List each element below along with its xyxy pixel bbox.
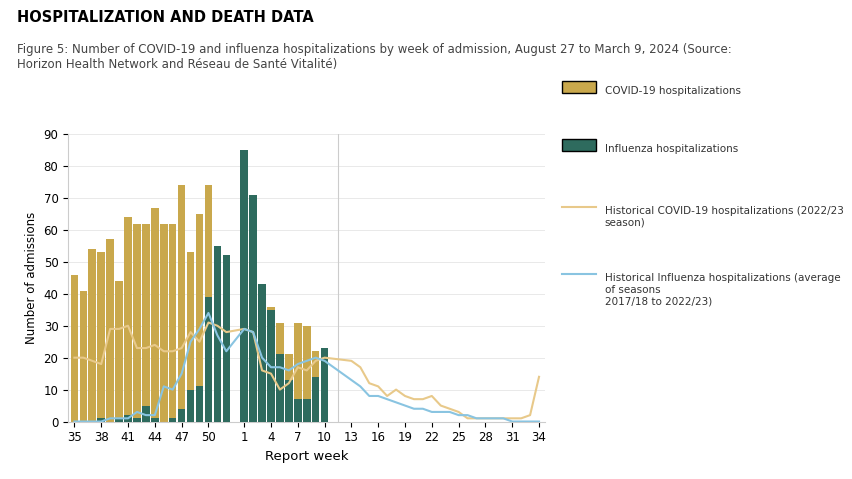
Text: Influenza hospitalizations: Influenza hospitalizations	[605, 144, 738, 154]
Bar	[133, 224, 141, 422]
Y-axis label: Number of admissions: Number of admissions	[25, 212, 38, 344]
Bar	[321, 348, 328, 422]
Bar	[160, 224, 168, 422]
Bar	[97, 418, 105, 422]
Bar	[258, 284, 266, 422]
Bar	[196, 214, 204, 422]
Bar	[187, 389, 194, 422]
Bar	[71, 274, 78, 422]
Bar	[250, 262, 257, 422]
Bar	[294, 322, 302, 422]
Bar	[222, 255, 230, 422]
Bar	[115, 418, 123, 422]
Bar	[142, 406, 150, 422]
Bar	[151, 207, 158, 422]
Bar	[285, 380, 292, 422]
Bar	[169, 224, 176, 422]
Bar	[169, 418, 176, 422]
Bar	[222, 255, 230, 422]
Bar	[89, 249, 96, 422]
Bar	[178, 409, 186, 422]
Bar	[124, 415, 132, 422]
Bar	[187, 252, 194, 422]
Bar	[204, 297, 212, 422]
Bar	[240, 268, 248, 422]
Bar	[268, 310, 275, 422]
Bar	[97, 252, 105, 422]
Bar	[214, 255, 222, 422]
Bar	[303, 399, 310, 422]
Text: Historical COVID-19 hospitalizations (2022/23 season): Historical COVID-19 hospitalizations (20…	[605, 206, 843, 228]
Bar	[312, 377, 320, 422]
Bar	[204, 185, 212, 422]
Bar	[258, 307, 266, 422]
Bar	[115, 281, 123, 422]
Bar	[321, 351, 328, 422]
Bar	[178, 185, 186, 422]
Bar	[268, 307, 275, 422]
Bar	[250, 195, 257, 422]
Bar	[124, 217, 132, 422]
Bar	[133, 418, 141, 422]
Bar	[276, 322, 284, 422]
Bar	[151, 418, 158, 422]
Bar	[106, 240, 114, 422]
Bar	[196, 387, 204, 422]
Bar	[303, 326, 310, 422]
Bar	[276, 354, 284, 422]
Bar	[142, 224, 150, 422]
X-axis label: Report week: Report week	[265, 450, 348, 463]
Text: Figure 5: Number of COVID-19 and influenza hospitalizations by week of admission: Figure 5: Number of COVID-19 and influen…	[17, 43, 732, 71]
Bar	[285, 354, 292, 422]
Text: COVID-19 hospitalizations: COVID-19 hospitalizations	[605, 86, 741, 96]
Bar	[79, 291, 87, 422]
Bar	[214, 246, 222, 422]
Bar	[294, 399, 302, 422]
Text: HOSPITALIZATION AND DEATH DATA: HOSPITALIZATION AND DEATH DATA	[17, 10, 314, 24]
Bar	[240, 150, 248, 422]
Bar	[312, 351, 320, 422]
Text: Historical Influenza hospitalizations (average of seasons
2017/18 to 2022/23): Historical Influenza hospitalizations (a…	[605, 273, 841, 306]
